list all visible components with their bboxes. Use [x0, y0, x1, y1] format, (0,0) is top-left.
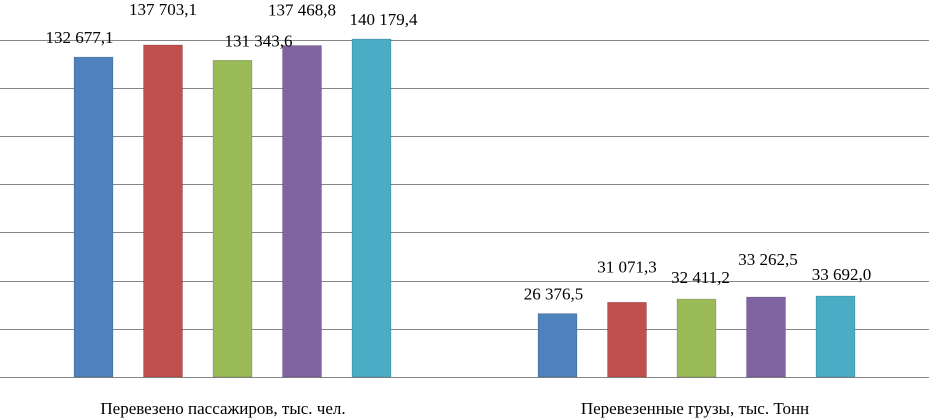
data-label: 132 677,1: [46, 28, 114, 47]
data-label: 33 692,0: [812, 265, 872, 284]
category-labels: Перевезено пассажиров, тыс. чел. Перевезе…: [100, 399, 809, 418]
bars: [73, 38, 856, 378]
bar: [282, 45, 322, 378]
data-labels: 132 677,1 26 376,5 137 703,1 31 071,3 131 34…: [46, 0, 872, 304]
data-label: 26 376,5: [524, 285, 584, 304]
bar: [815, 295, 856, 378]
category-label: Перевезено пассажиров, тыс. чел.: [100, 399, 345, 418]
bar: [607, 302, 647, 378]
bar: [212, 60, 253, 378]
data-label: 131 343,6: [225, 31, 293, 50]
bar: [73, 56, 114, 378]
gridlines: [0, 40, 929, 378]
bar: [746, 296, 786, 378]
bar: [351, 38, 392, 378]
data-label: 31 071,3: [597, 257, 657, 276]
category-label: Перевезенные грузы, тыс. Тонн: [581, 399, 809, 418]
bar: [143, 44, 183, 378]
bar: [676, 298, 717, 378]
data-label: 137 703,1: [129, 0, 197, 19]
data-label: 137 468,8: [268, 1, 336, 20]
data-label: 140 179,4: [350, 10, 419, 29]
bar: [537, 313, 578, 378]
data-label: 33 262,5: [738, 250, 798, 269]
data-label: 32 411,2: [671, 268, 730, 287]
